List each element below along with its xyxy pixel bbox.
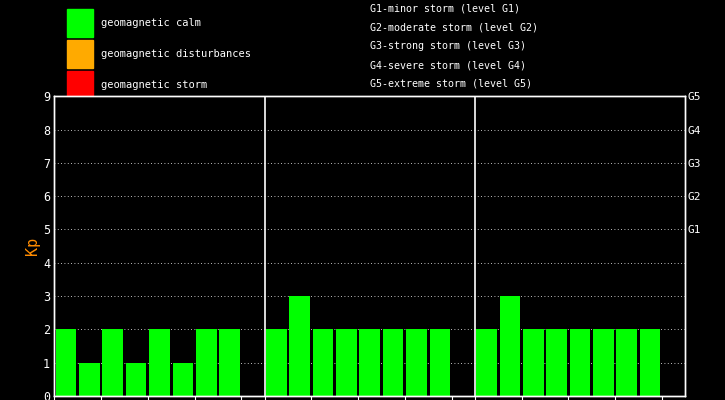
Bar — [336, 329, 357, 396]
Text: geomagnetic storm: geomagnetic storm — [101, 80, 207, 90]
Bar — [570, 329, 590, 396]
Text: G2-moderate storm (level G2): G2-moderate storm (level G2) — [370, 22, 538, 32]
Bar — [67, 40, 94, 68]
Bar — [67, 8, 94, 37]
Bar — [126, 363, 146, 396]
Text: G4-severe storm (level G4): G4-severe storm (level G4) — [370, 60, 526, 70]
Bar — [523, 329, 544, 396]
Bar — [500, 296, 521, 396]
Bar — [476, 329, 497, 396]
Bar — [547, 329, 567, 396]
Bar — [67, 71, 94, 99]
Bar — [196, 329, 217, 396]
Bar — [102, 329, 123, 396]
Bar — [312, 329, 334, 396]
Bar — [639, 329, 660, 396]
Bar — [56, 329, 76, 396]
Bar — [429, 329, 450, 396]
Text: geomagnetic disturbances: geomagnetic disturbances — [101, 49, 251, 59]
Y-axis label: Kp: Kp — [25, 237, 41, 255]
Bar — [289, 296, 310, 396]
Bar — [616, 329, 637, 396]
Bar — [219, 329, 240, 396]
Bar — [173, 363, 193, 396]
Text: G1-minor storm (level G1): G1-minor storm (level G1) — [370, 4, 520, 14]
Text: G3-strong storm (level G3): G3-strong storm (level G3) — [370, 41, 526, 51]
Text: geomagnetic calm: geomagnetic calm — [101, 18, 201, 28]
Bar — [79, 363, 100, 396]
Bar — [266, 329, 286, 396]
Bar — [383, 329, 403, 396]
Text: G5-extreme storm (level G5): G5-extreme storm (level G5) — [370, 79, 531, 89]
Bar — [593, 329, 613, 396]
Bar — [149, 329, 170, 396]
Bar — [406, 329, 427, 396]
Bar — [360, 329, 380, 396]
